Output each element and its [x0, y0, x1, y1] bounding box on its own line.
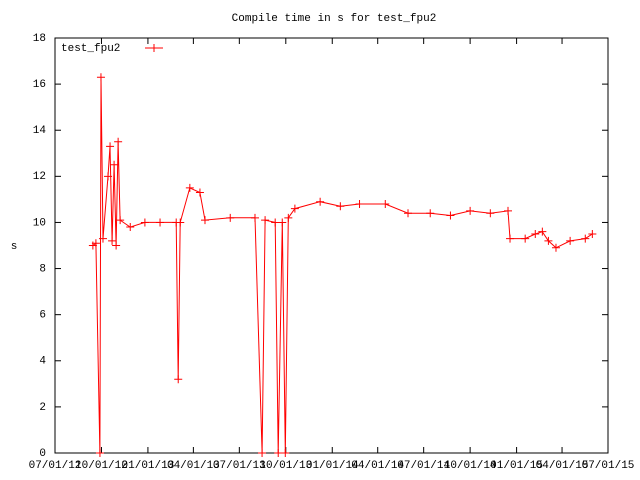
point	[581, 234, 590, 243]
point	[185, 183, 194, 192]
point	[114, 137, 123, 146]
point	[258, 449, 267, 457]
point	[91, 239, 100, 248]
x-tick-label: 01/01/13	[122, 460, 175, 472]
point	[426, 209, 435, 218]
point	[544, 236, 553, 245]
point	[290, 204, 299, 213]
point	[278, 218, 287, 227]
legend-label: test_fpu2	[61, 43, 120, 55]
point	[404, 209, 413, 218]
point	[281, 449, 290, 457]
point	[381, 200, 390, 208]
y-tick-label: 14	[33, 125, 47, 137]
point	[274, 449, 283, 457]
point	[336, 202, 345, 211]
point	[538, 227, 547, 236]
point	[446, 211, 455, 220]
y-tick-label: 6	[39, 310, 46, 322]
point	[261, 216, 270, 225]
point	[156, 218, 165, 227]
y-axis-label: s	[11, 241, 18, 253]
point	[521, 234, 530, 243]
x-tick-label: 07/01/15	[582, 460, 635, 472]
point	[96, 73, 105, 82]
point	[551, 243, 560, 252]
point	[316, 197, 325, 206]
x-tick-label: 10/01/14	[444, 460, 497, 472]
point	[284, 213, 293, 222]
point	[200, 216, 209, 225]
point	[531, 229, 540, 238]
point	[98, 234, 107, 243]
x-tick-label: 10/01/13	[259, 460, 312, 472]
x-tick-label: 07/01/14	[397, 460, 450, 472]
y-tick-label: 12	[33, 171, 46, 183]
x-tick-label: 01/01/14	[306, 460, 359, 472]
point	[486, 209, 495, 218]
x-tick-label: 04/01/14	[351, 460, 404, 472]
x-tick-label: 01/01/15	[490, 460, 543, 472]
y-tick-label: 8	[39, 263, 46, 275]
x-tick-label: 07/01/13	[213, 460, 266, 472]
series-line	[92, 77, 593, 454]
point	[126, 223, 135, 232]
point	[176, 218, 185, 227]
y-tick-label: 10	[33, 217, 46, 229]
point	[195, 188, 204, 197]
point	[355, 200, 364, 208]
point	[108, 236, 117, 245]
point	[106, 142, 115, 151]
point	[466, 206, 475, 215]
y-tick-label: 18	[33, 33, 46, 45]
point	[504, 206, 513, 215]
point	[226, 213, 235, 222]
legend-marker	[150, 44, 158, 52]
x-tick-label: 04/01/13	[167, 460, 220, 472]
x-tick-label: 04/01/15	[536, 460, 589, 472]
point	[271, 218, 280, 227]
x-tick-label: 10/01/12	[75, 460, 128, 472]
y-tick-label: 4	[39, 356, 46, 368]
point	[95, 449, 104, 457]
point	[588, 229, 597, 238]
chart-title: Compile time in s for test_fpu2	[232, 13, 437, 25]
point	[112, 241, 121, 250]
point	[174, 375, 183, 384]
x-tick-label: 07/01/12	[29, 460, 82, 472]
point	[566, 236, 575, 245]
point	[140, 218, 149, 227]
y-tick-label: 2	[39, 402, 46, 414]
point	[116, 216, 125, 225]
plot-border	[54, 37, 609, 454]
y-tick-label: 16	[33, 79, 46, 91]
point	[506, 234, 515, 243]
point	[104, 172, 113, 181]
y-tick-label: 0	[39, 448, 46, 460]
point	[110, 160, 119, 169]
point	[250, 213, 259, 222]
